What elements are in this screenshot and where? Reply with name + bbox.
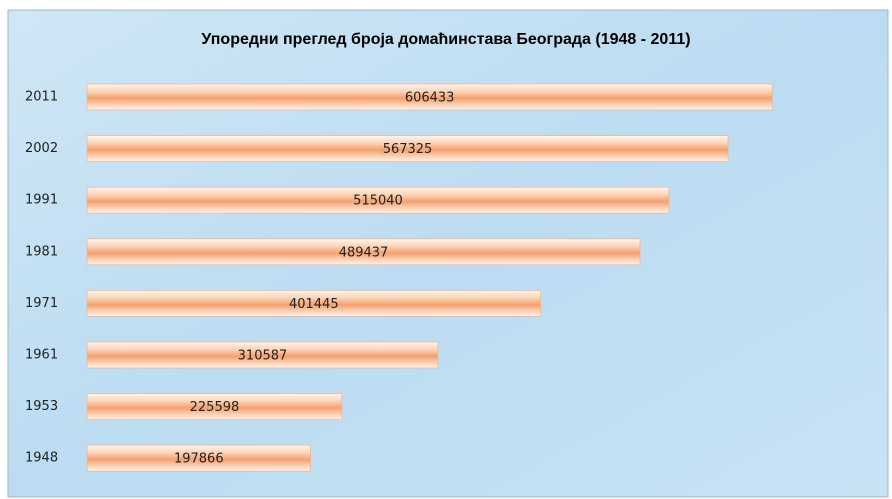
chart-title: Упоредни преглед броја домаћинстава Беог…: [201, 31, 690, 48]
y-tick-label: 1953: [25, 399, 58, 414]
bar: [86, 393, 343, 421]
bar: [86, 289, 542, 317]
data-label: 567325: [383, 142, 433, 157]
bar: [86, 83, 773, 111]
data-label: 225598: [190, 400, 240, 415]
data-label: 515040: [353, 194, 403, 209]
bar: [86, 341, 439, 369]
bar: [86, 444, 311, 472]
y-tick-label: 2002: [25, 141, 58, 156]
data-label: 197866: [174, 452, 224, 467]
bar: [86, 135, 729, 163]
data-label: 606433: [405, 91, 455, 106]
y-tick-label: 1991: [25, 193, 58, 208]
y-tick-label: 2011: [25, 90, 58, 105]
bar: [86, 238, 641, 266]
data-label: 401445: [289, 297, 339, 312]
data-label: 310587: [238, 349, 288, 364]
y-tick-label: 1981: [25, 244, 58, 259]
bar: [86, 186, 670, 214]
y-tick-label: 1961: [25, 348, 58, 363]
y-tick-label: 1948: [25, 451, 58, 466]
data-label: 489437: [339, 245, 389, 260]
y-tick-label: 1971: [25, 296, 58, 311]
